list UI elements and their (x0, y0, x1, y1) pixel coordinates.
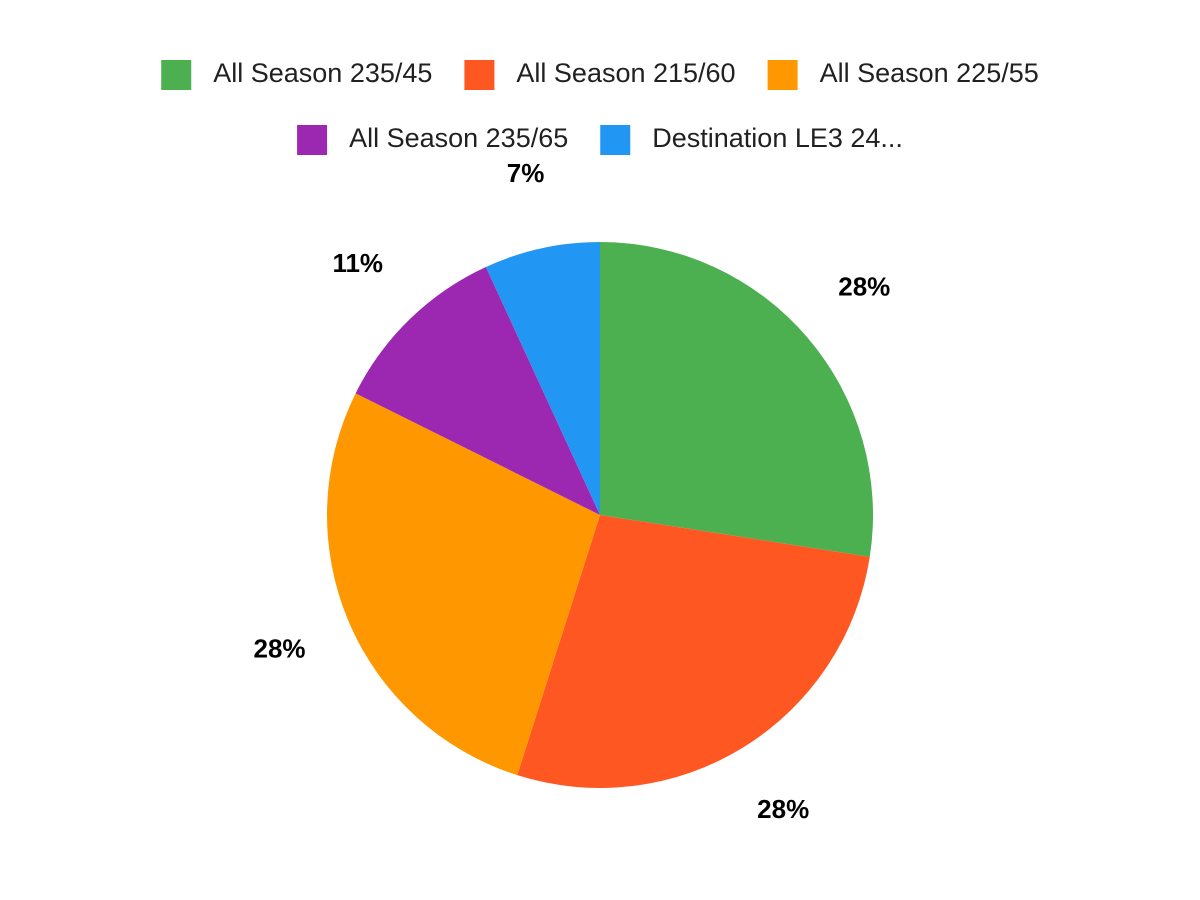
legend-label: All Season 235/45 (213, 58, 432, 88)
slice-label: 28% (254, 634, 306, 664)
legend-row: All Season 235/65 Destination LE3 24... (297, 123, 903, 155)
legend-swatch (464, 60, 495, 90)
slice-label: 28% (757, 794, 809, 824)
legend-label: All Season 225/55 (820, 58, 1039, 88)
legend-row: All Season 235/45 All Season 215/60 All Se… (161, 58, 1039, 90)
legend-label: All Season 235/65 (349, 123, 568, 153)
legend-swatch (161, 60, 192, 90)
slice-label: 7% (507, 158, 545, 188)
legend-swatch (600, 125, 631, 155)
pie-slice (355, 266, 600, 515)
legend-label: Destination LE3 24... (652, 123, 903, 153)
legend-swatch (767, 60, 798, 90)
pie-slice (485, 242, 600, 515)
legend-label: All Season 215/60 (516, 58, 735, 88)
legend-swatch (297, 125, 328, 155)
pie-slice (517, 515, 870, 788)
slice-label: 11% (332, 248, 383, 278)
pie-slice (327, 393, 600, 776)
pie-slice (600, 242, 873, 557)
slice-label: 28% (838, 271, 890, 301)
